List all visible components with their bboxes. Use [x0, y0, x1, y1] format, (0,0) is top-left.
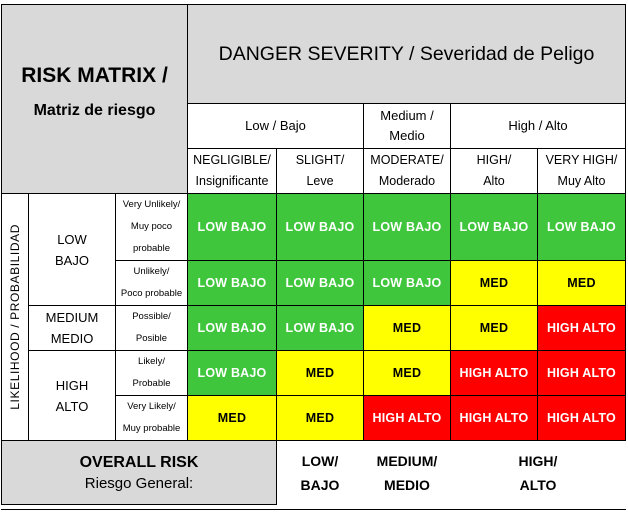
matrix-cell: LOW BAJO: [187, 305, 277, 351]
matrix-cell: LOW BAJO: [276, 193, 364, 261]
overall-risk-medium: MEDIUM/ MEDIO: [363, 443, 451, 503]
matrix-cell: HIGH ALTO: [450, 395, 538, 441]
severity-col-high: HIGH/ Alto: [450, 148, 538, 194]
matrix-cell: HIGH ALTO: [537, 305, 626, 351]
likelihood-row-label: Very Likely/: [127, 401, 176, 412]
likelihood-row-likely: Likely/ Probable: [115, 350, 188, 396]
likelihood-row-very-unlikely: Very Unlikely/ Muy poco probable: [115, 193, 188, 261]
severity-col-label-2: Alto: [483, 174, 505, 188]
matrix-cell: MED: [187, 395, 277, 441]
severity-col-moderate: MODERATE/ Moderado: [363, 148, 451, 194]
severity-col-very-high: VERY HIGH/ Muy Alto: [537, 148, 626, 194]
likelihood-group-label: MEDIUM: [45, 310, 99, 325]
likelihood-row-label-2: Muy probable: [122, 423, 181, 434]
overall-risk-value: MEDIUM/: [376, 453, 438, 469]
matrix-title-block: RISK MATRIX / Matriz de riesgo: [1, 4, 188, 194]
matrix-cell: MED: [450, 260, 538, 306]
likelihood-group-label-2: BAJO: [55, 252, 89, 268]
matrix-cell: LOW BAJO: [363, 260, 451, 306]
severity-col-label: NEGLIGIBLE/: [193, 153, 271, 167]
likelihood-row-label: Very Unlikely/: [122, 199, 181, 210]
overall-bottom-rule: [1, 509, 626, 510]
likelihood-row-label: Unlikely/: [133, 266, 170, 277]
severity-group-label: Low / Bajo: [245, 118, 306, 133]
likelihood-row-label-2: Muy poco: [130, 221, 173, 232]
severity-col-label: VERY HIGH/: [545, 153, 618, 167]
overall-risk-value: HIGH/: [518, 453, 558, 469]
severity-col-slight: SLIGHT/ Leve: [276, 148, 364, 194]
matrix-cell: HIGH ALTO: [537, 350, 626, 396]
likelihood-group-label: LOW: [57, 231, 87, 247]
severity-group-medium: Medium / Medio: [363, 103, 451, 149]
severity-group-label: Medium /: [380, 108, 434, 123]
likelihood-group-label-2: MEDIO: [50, 331, 94, 346]
matrix-cell: LOW BAJO: [450, 193, 538, 261]
severity-col-negligible: NEGLIGIBLE/ Insignificante: [187, 148, 277, 194]
severity-col-label-2: Leve: [306, 174, 334, 188]
overall-risk-label: OVERALL RISK Riesgo General:: [1, 440, 277, 505]
matrix-cell: LOW BAJO: [276, 260, 364, 306]
overall-risk-value-2: ALTO: [519, 477, 557, 493]
matrix-cell: MED: [276, 395, 364, 441]
matrix-cell: LOW BAJO: [276, 305, 364, 351]
severity-col-label-2: Moderado: [378, 174, 436, 188]
matrix-subtitle: Matriz de riesgo: [33, 102, 156, 119]
likelihood-row-label-3: probable: [133, 243, 170, 254]
severity-col-label: SLIGHT/: [295, 153, 345, 167]
likelihood-row-possible: Possible/ Posible: [115, 305, 188, 351]
severity-col-label-2: Muy Alto: [557, 174, 606, 188]
severity-group-low: Low / Bajo: [187, 103, 364, 149]
matrix-cell: MED: [363, 350, 451, 396]
likelihood-group-label-2: ALTO: [55, 398, 89, 414]
likelihood-row-unlikely: Unlikely/ Poco probable: [115, 260, 188, 306]
likelihood-group-label: HIGH: [55, 377, 89, 393]
matrix-cell: MED: [537, 260, 626, 306]
matrix-title: RISK MATRIX /: [21, 64, 168, 87]
likelihood-group-high: HIGH ALTO: [28, 350, 116, 441]
severity-col-label-2: Insignificante: [195, 174, 269, 188]
severity-col-label: HIGH/: [476, 153, 512, 167]
matrix-cell: HIGH ALTO: [537, 395, 626, 441]
overall-risk-high: HIGH/ ALTO: [450, 443, 626, 503]
overall-risk-value: LOW/: [301, 453, 339, 469]
severity-group-label-2: Medio: [389, 128, 425, 143]
likelihood-row-label-2: Posible: [135, 333, 168, 344]
matrix-cell: LOW BAJO: [187, 350, 277, 396]
likelihood-row-very-likely: Very Likely/ Muy probable: [115, 395, 188, 441]
overall-risk-value-2: BAJO: [300, 477, 340, 493]
likelihood-group-medium: MEDIUM MEDIO: [28, 305, 116, 351]
overall-risk-value-2: MEDIO: [384, 477, 430, 493]
matrix-cell: MED: [450, 305, 538, 351]
severity-group-high: High / Alto: [450, 103, 626, 149]
likelihood-axis: LIKELIHOOD / PROBABILIDAD: [1, 193, 29, 441]
matrix-cell: MED: [363, 305, 451, 351]
matrix-cell: HIGH ALTO: [450, 350, 538, 396]
matrix-cell: LOW BAJO: [187, 193, 277, 261]
matrix-cell: LOW BAJO: [187, 260, 277, 306]
likelihood-row-label: Likely/: [138, 356, 165, 367]
overall-risk-title: OVERALL RISK: [79, 453, 199, 471]
likelihood-row-label: Possible/: [132, 311, 171, 322]
likelihood-row-label-2: Probable: [132, 378, 171, 389]
matrix-cell: LOW BAJO: [537, 193, 626, 261]
severity-header: DANGER SEVERITY / Severidad de Peligo: [187, 4, 626, 104]
overall-risk-low: LOW/ BAJO: [276, 443, 364, 503]
likelihood-axis-label: LIKELIHOOD / PROBABILIDAD: [8, 224, 22, 410]
likelihood-group-low: LOW BAJO: [28, 193, 116, 306]
matrix-cell: LOW BAJO: [363, 193, 451, 261]
overall-risk-subtitle: Riesgo General:: [84, 474, 194, 492]
matrix-cell: HIGH ALTO: [363, 395, 451, 441]
severity-group-label: High / Alto: [508, 118, 568, 133]
matrix-cell: MED: [276, 350, 364, 396]
severity-col-label: MODERATE/: [370, 153, 444, 167]
likelihood-row-label-2: Poco probable: [120, 288, 183, 299]
